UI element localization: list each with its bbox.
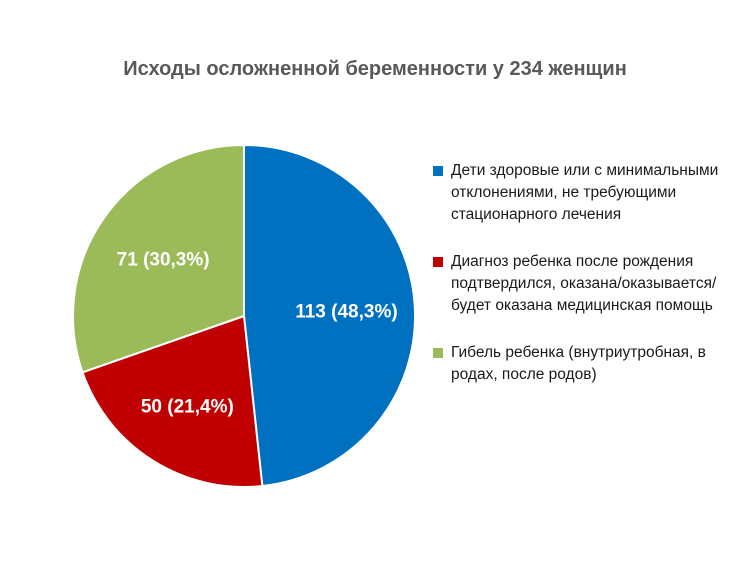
legend-swatch-1 xyxy=(433,166,443,176)
legend-swatch-2 xyxy=(433,257,443,267)
pie-slice-1 xyxy=(243,143,416,488)
legend-label-3: Гибель ребенка (внутриутробная, в родах,… xyxy=(451,344,706,383)
legend: Дети здоровые или с минимальными отклоне… xyxy=(433,160,733,386)
pie-slice-label-3: 71 (30,3%) xyxy=(117,250,210,271)
pie-slice-label-1: 113 (48,3%) xyxy=(295,301,397,322)
pie-slice-label-2: 50 (21,4%) xyxy=(141,397,234,418)
chart-title: Исходы осложненной беременности у 234 же… xyxy=(123,58,627,80)
legend-item-3: Гибель ребенка (внутриутробная, в родах,… xyxy=(433,342,733,386)
pie-slice-3 xyxy=(72,143,245,374)
legend-swatch-3 xyxy=(433,348,443,358)
legend-item-2: Диагноз ребенка после рождения подтверди… xyxy=(433,251,733,317)
legend-label-1: Дети здоровые или с минимальными отклоне… xyxy=(451,162,719,223)
legend-item-1: Дети здоровые или с минимальными отклоне… xyxy=(433,160,733,226)
pie-slice-2 xyxy=(81,314,264,488)
legend-label-2: Диагноз ребенка после рождения подтверди… xyxy=(451,253,717,314)
